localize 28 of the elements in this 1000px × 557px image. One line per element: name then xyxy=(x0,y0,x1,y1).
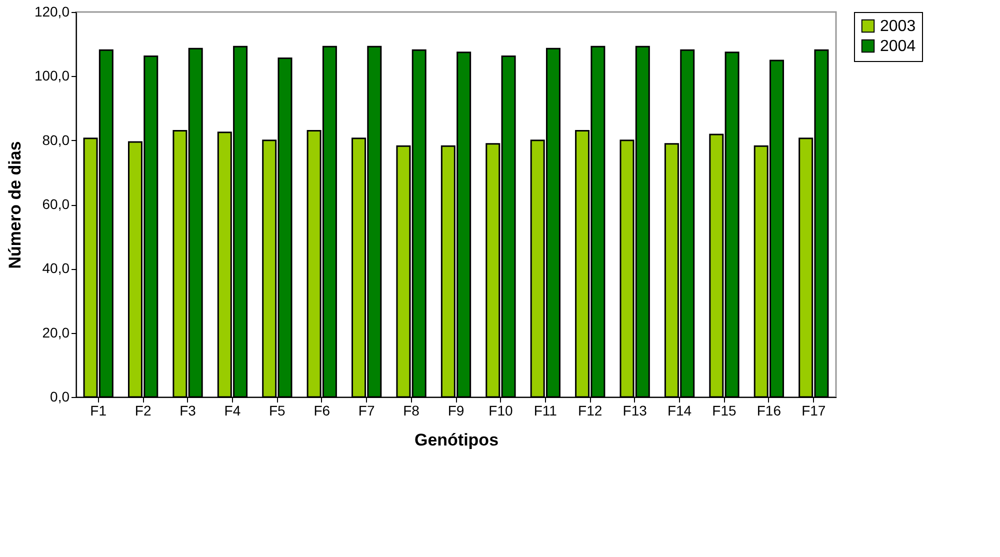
x-tick-label: F7 xyxy=(358,402,375,418)
x-tick-label: F12 xyxy=(578,402,602,418)
x-tick-label: F5 xyxy=(269,402,286,418)
y-tick-label: 20,0 xyxy=(42,324,70,340)
x-tick-label: F9 xyxy=(448,402,464,418)
y-axis-title: Número de dias xyxy=(5,141,24,269)
x-tick-label: F11 xyxy=(534,402,558,418)
y-tick-label: 0,0 xyxy=(50,388,70,404)
y-tick-label: 80,0 xyxy=(42,132,70,148)
x-tick-label: F17 xyxy=(802,402,826,418)
x-tick-label: F13 xyxy=(622,402,648,418)
y-tick-label: 40,0 xyxy=(42,260,70,276)
x-tick-label: F14 xyxy=(667,402,692,418)
x-tick-label: F1 xyxy=(90,402,107,418)
x-tick-label: F6 xyxy=(314,402,330,418)
x-tick-label: F10 xyxy=(488,402,513,418)
y-tick-label: 120,0 xyxy=(34,4,70,20)
y-tick-label: 100,0 xyxy=(34,68,70,84)
x-axis-title: Genótipos xyxy=(414,430,499,450)
x-tick-label: F2 xyxy=(134,402,152,418)
x-tick-label: F15 xyxy=(712,402,737,418)
x-tick-label: F4 xyxy=(224,402,241,418)
x-tick-label: F8 xyxy=(403,402,420,418)
legend-label: 2003 xyxy=(880,18,916,35)
x-tick-label: F16 xyxy=(756,402,782,418)
x-tick-label: F3 xyxy=(180,402,196,418)
y-tick-label: 60,0 xyxy=(42,196,70,212)
legend-label: 2004 xyxy=(880,38,916,55)
